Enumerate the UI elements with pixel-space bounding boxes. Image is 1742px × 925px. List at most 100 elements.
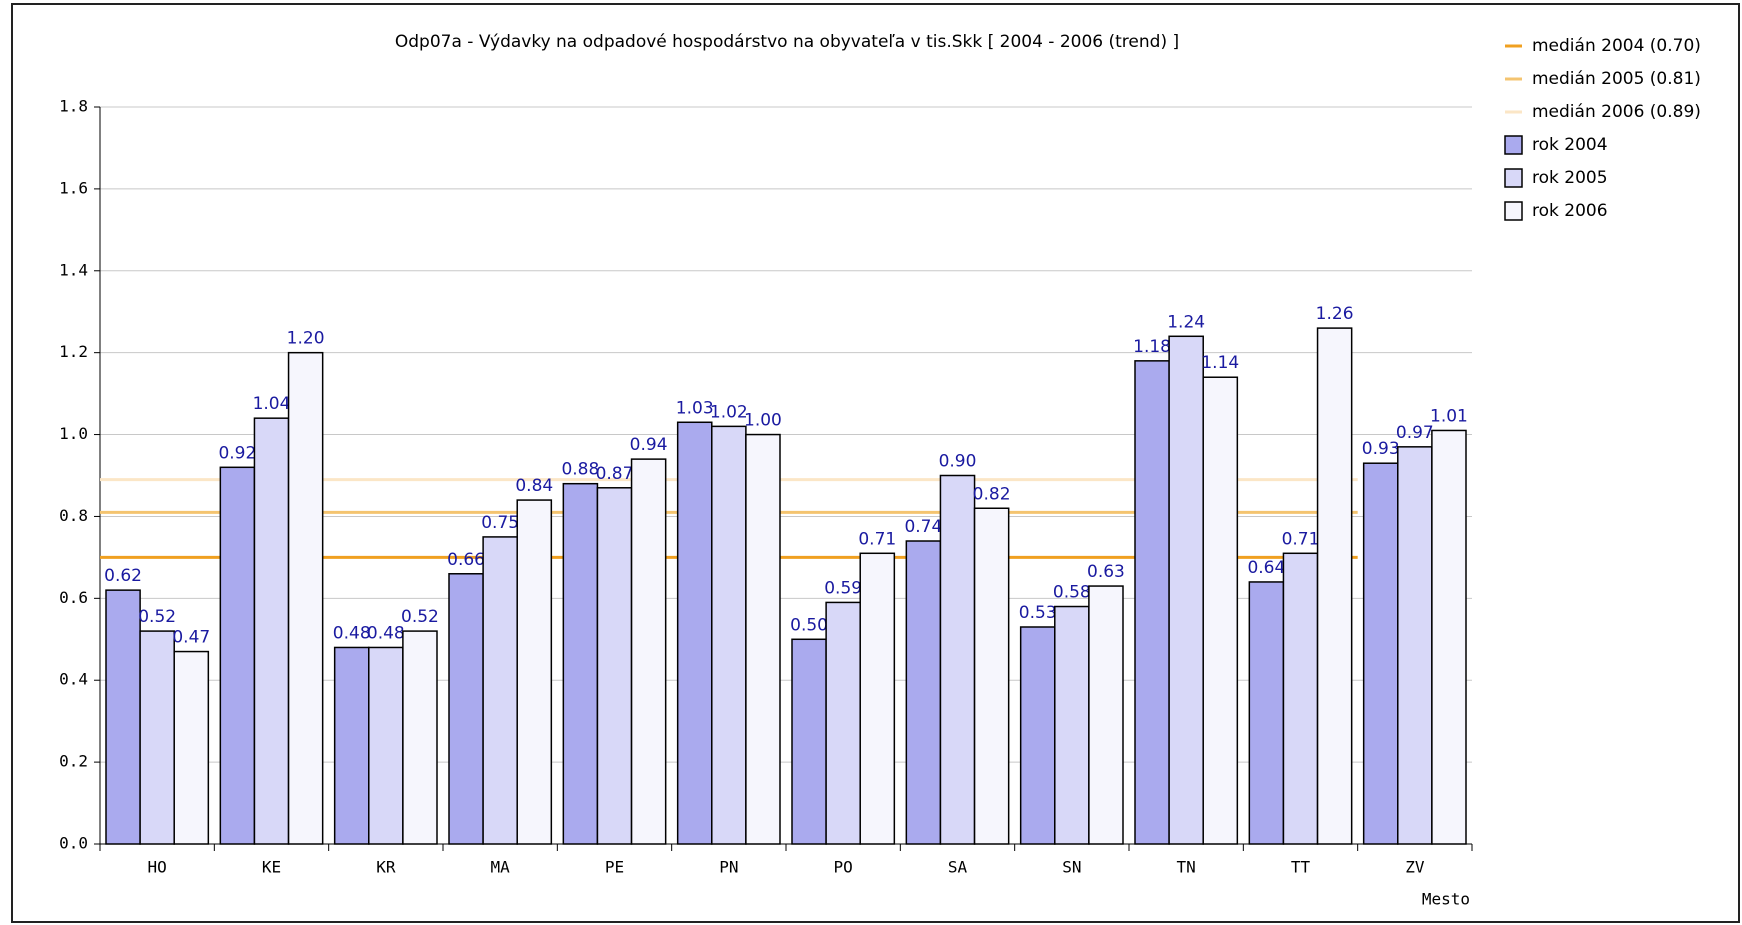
bar [825,601,861,845]
value-label: 1.26 [1316,304,1354,324]
value-label: 0.90 [939,452,977,472]
y-tick-label: 0.4 [59,670,88,689]
value-label: 0.59 [824,578,862,598]
value-label: 0.71 [858,529,896,549]
chart-title: Odp07a - Výdavky na odpadové hospodárstv… [395,32,1179,52]
value-label: 0.52 [401,607,439,627]
value-label: 0.88 [561,460,599,480]
y-tick-label: 0.2 [59,752,88,771]
bar [1316,327,1353,845]
bar [287,351,324,845]
value-label: 0.48 [333,623,371,643]
bar [973,507,1010,845]
value-label: 1.00 [744,411,782,431]
bar [1019,626,1056,845]
legend-swatch [1504,201,1523,221]
value-label: 0.47 [172,628,210,648]
x-tick-label: KR [376,858,396,877]
bar [1248,581,1285,845]
x-tick-label: MA [491,858,511,877]
y-tick-label: 0.6 [59,588,88,607]
bar [253,417,290,845]
bar [1202,376,1239,845]
value-label: 1.18 [1133,337,1171,357]
bar [1054,605,1090,845]
legend-label: rok 2004 [1532,135,1608,155]
bar [630,458,667,845]
bar [105,589,141,845]
bar [516,499,553,845]
bar [676,421,713,845]
bar [562,482,599,845]
x-tick-label: SA [948,858,968,877]
value-label: 0.93 [1362,439,1400,459]
x-tick-label: KE [262,858,281,877]
y-tick-label: 1.6 [59,178,88,197]
bar [1431,429,1467,845]
value-label: 0.84 [515,476,553,496]
legend-swatch [1504,135,1523,155]
legend-label: rok 2006 [1532,201,1608,221]
value-label: 1.20 [287,329,325,349]
x-tick-label: TT [1291,858,1311,877]
bar [905,540,942,845]
legend-label: medián 2006 (0.89) [1532,102,1701,122]
bar [859,552,896,845]
value-label: 0.71 [1282,529,1320,549]
bar [1168,335,1204,845]
bar [596,487,633,845]
value-label: 0.52 [138,607,176,627]
value-label: 0.94 [630,435,668,455]
value-label: 1.02 [710,402,748,422]
y-tick-label: 1.4 [59,260,88,279]
value-label: 0.50 [790,615,828,635]
legend-label: rok 2005 [1532,168,1608,188]
bar [1088,585,1124,845]
bar [1397,446,1433,845]
x-tick-label: SN [1062,858,1081,877]
x-tick-label: PE [605,858,624,877]
value-label: 0.53 [1019,603,1057,623]
x-tick-label: PN [719,858,738,877]
value-label: 0.92 [218,443,256,463]
value-label: 0.64 [1247,558,1285,578]
value-label: 0.75 [481,513,519,533]
value-label: 1.03 [676,398,714,418]
x-tick-label: TN [1177,858,1196,877]
x-tick-label: PO [834,858,853,877]
value-label: 0.48 [367,623,405,643]
legend-label: medián 2004 (0.70) [1532,36,1701,56]
x-tick-label: HO [148,858,167,877]
y-tick-label: 1.2 [59,342,88,361]
bar [173,650,210,845]
x-tick-label: ZV [1405,858,1425,877]
value-label: 0.63 [1087,562,1125,582]
value-label: 1.14 [1201,353,1239,373]
bar [402,630,438,845]
bar [745,433,781,845]
x-axis-label: Mesto [1422,890,1470,909]
value-label: 1.04 [253,394,291,414]
value-label: 1.01 [1430,406,1468,426]
bar [1362,462,1399,845]
value-label: 0.58 [1053,583,1091,603]
bar [711,425,747,845]
bar [1134,360,1170,845]
value-label: 0.74 [904,517,942,537]
y-tick-label: 0.8 [59,506,88,525]
bar [448,573,484,845]
y-tick-label: 0.0 [59,834,88,853]
bar [939,474,976,845]
y-tick-label: 1.0 [59,424,88,443]
bar [368,646,404,845]
bar [482,536,518,845]
y-tick-label: 1.8 [59,97,88,116]
value-label: 0.87 [596,464,634,484]
bar [333,646,370,845]
bar [1282,552,1319,845]
legend-label: medián 2005 (0.81) [1532,69,1701,89]
bar [791,638,827,845]
bar [139,630,175,845]
value-label: 0.97 [1396,423,1434,443]
